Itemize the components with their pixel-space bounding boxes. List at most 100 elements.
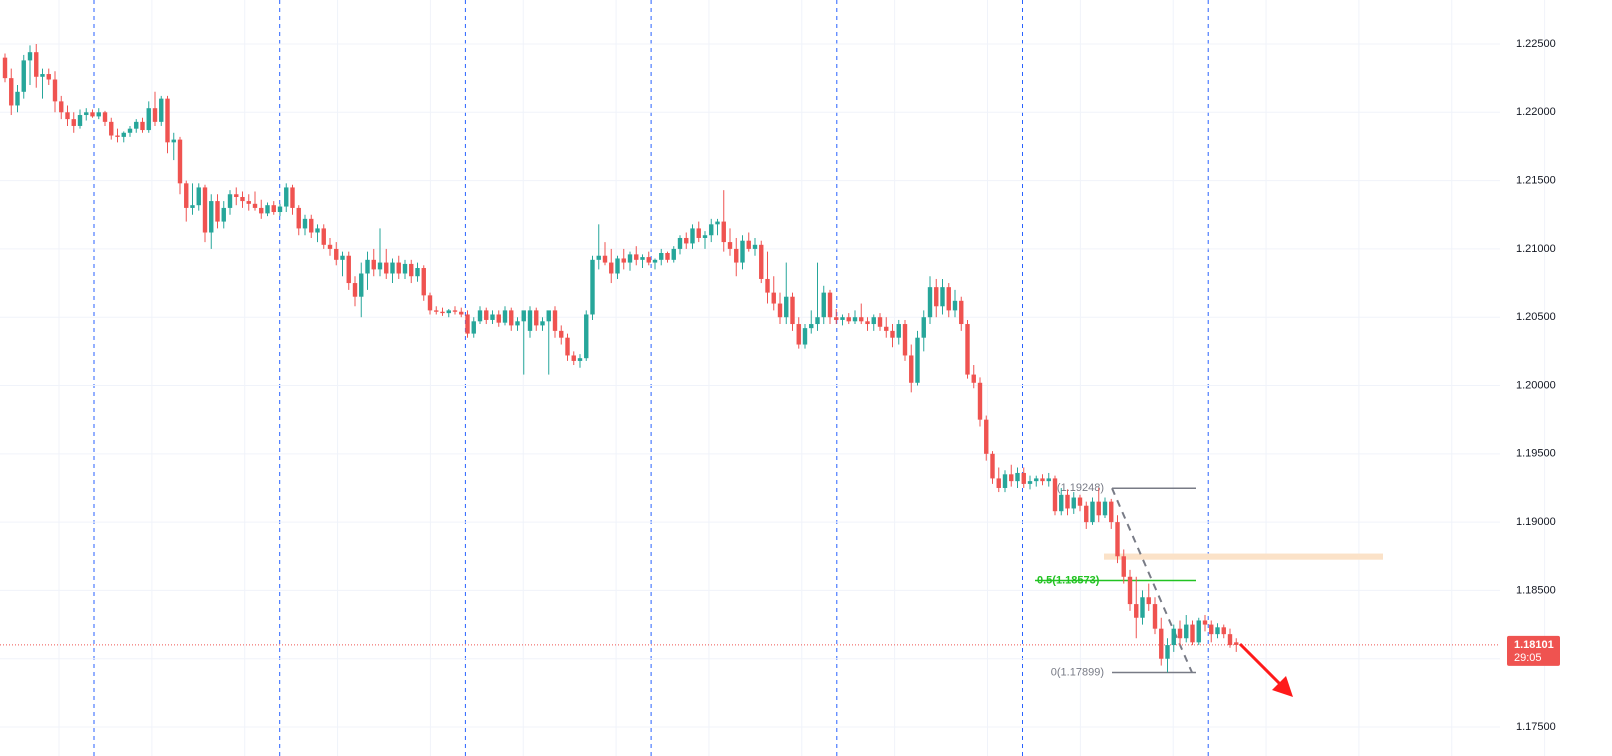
candle-body (427, 295, 433, 311)
candle-body (277, 206, 283, 213)
candle-body (484, 310, 489, 320)
candle-body (946, 287, 951, 311)
candle-body (340, 255, 345, 260)
candle-body (96, 112, 101, 117)
candle-body (246, 201, 251, 204)
candle-body (952, 300, 958, 311)
candle-body (177, 139, 183, 184)
candle-body (1096, 501, 1101, 516)
candle-body (327, 244, 333, 249)
candle-body (440, 311, 445, 314)
candle-body (840, 317, 845, 320)
candle-body (371, 259, 376, 270)
candle-body (1102, 501, 1108, 516)
candle-body (321, 228, 326, 245)
candle-body (359, 273, 364, 297)
candle-body (865, 321, 870, 325)
candle-body (1071, 497, 1076, 509)
candle-body (215, 201, 220, 222)
candle-body (221, 207, 226, 222)
candle-body (396, 262, 401, 274)
candle-body (127, 128, 133, 133)
candle-body (27, 52, 33, 61)
candle-body (384, 262, 389, 274)
candle-body (921, 317, 926, 338)
candle-body (709, 224, 714, 236)
candle-body (115, 135, 120, 137)
candle-body (1040, 478, 1045, 482)
candle-body (884, 326, 889, 331)
candle-body (1002, 474, 1008, 488)
candle-body (852, 317, 858, 322)
candle-body (940, 287, 945, 307)
candle-body (596, 255, 601, 260)
candle-body (109, 121, 114, 136)
candle-body (471, 321, 476, 334)
candle-body (684, 237, 689, 244)
candle-body (171, 139, 176, 143)
candle-body (540, 321, 545, 326)
candle-body (490, 314, 495, 320)
candle-body (727, 242, 733, 249)
candle-body (452, 310, 458, 312)
candle-body (1115, 522, 1120, 557)
candle-body (102, 112, 108, 122)
candle-body (459, 311, 464, 315)
candle-body (434, 310, 439, 312)
candle-body (509, 310, 514, 326)
candle-body (121, 132, 126, 137)
candle-body (765, 278, 770, 293)
candle-body (1165, 645, 1170, 659)
last-price-box (1507, 635, 1560, 666)
candle-body (259, 207, 264, 214)
candle-body (521, 310, 526, 322)
candle-body (909, 355, 914, 383)
candle-body (1059, 494, 1064, 512)
candle-body (409, 263, 414, 277)
candle-body (309, 218, 314, 233)
candle-body (546, 310, 551, 322)
candle-body (402, 263, 408, 274)
arrow-shaft (1238, 642, 1286, 690)
candle-body (627, 254, 633, 263)
y-tick-label: 1.19500 (1516, 448, 1556, 460)
candle-body (502, 310, 508, 323)
zone (1104, 553, 1383, 560)
fib-label: 0.5(1.18573) (1037, 574, 1100, 586)
candle-body (1177, 628, 1183, 639)
candle-body (265, 205, 270, 214)
candle-body (515, 321, 520, 326)
candle-body (696, 228, 701, 238)
candle-body (777, 303, 783, 318)
candle-body (1171, 628, 1176, 646)
candle-body (621, 258, 626, 263)
candle-body (652, 259, 658, 263)
candle-body (759, 244, 764, 279)
candle-body (40, 74, 45, 77)
candle-body (496, 314, 501, 323)
candle-body (134, 121, 139, 129)
candle-body (1065, 494, 1070, 509)
y-tick-label: 1.17500 (1516, 721, 1556, 733)
candle-body (552, 310, 558, 331)
candle-body (784, 296, 789, 318)
candle-body (659, 253, 664, 260)
candle-body (890, 330, 895, 338)
candle-body (896, 324, 901, 338)
candle-body (365, 259, 370, 274)
candle-body (584, 314, 589, 359)
fib-label: 0(1.17899) (1051, 666, 1104, 678)
candle-body (715, 221, 720, 225)
candle-body (915, 337, 920, 383)
candle-body (790, 296, 795, 325)
candle-body (346, 255, 351, 284)
candle-body (390, 262, 395, 274)
candle-body (284, 187, 289, 207)
candle-body (534, 310, 539, 326)
candle-body (1152, 604, 1158, 629)
candle-body (934, 287, 939, 307)
candle-body (609, 262, 614, 274)
candle-body (1215, 627, 1220, 635)
candle-body (984, 419, 989, 454)
